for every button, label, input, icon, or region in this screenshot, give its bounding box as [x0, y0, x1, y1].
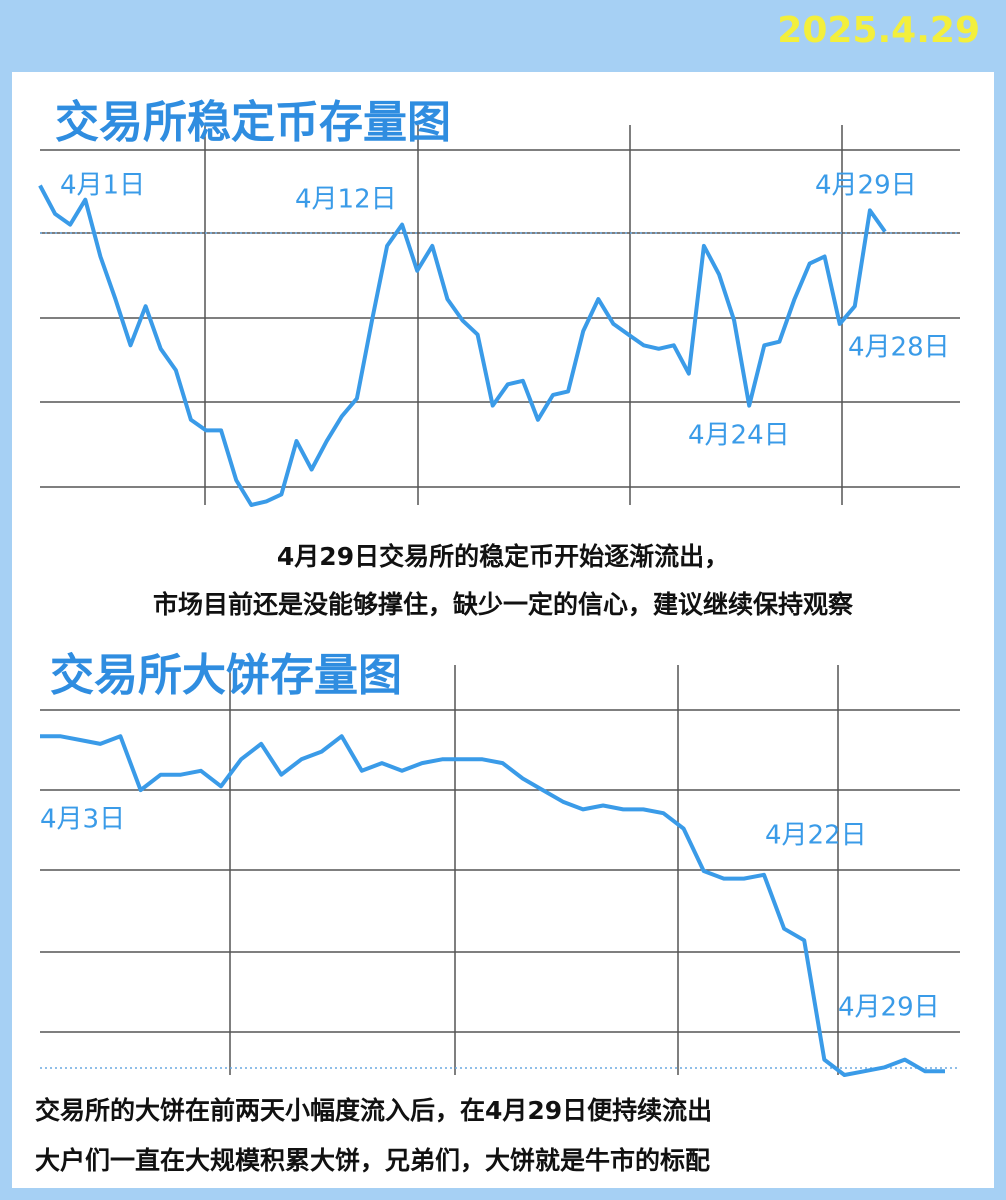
annotation: 4月3日: [40, 805, 125, 835]
caption: 市场目前还是没能够撑住，缺少一定的信心，建议继续保持观察: [153, 590, 854, 619]
annotation: 4月29日: [815, 171, 917, 201]
chart-title: 交易所大饼存量图: [50, 650, 402, 701]
caption: 大户们一直在大规模积累大饼，兄弟们，大饼就是牛市的标配: [35, 1146, 710, 1175]
annotation: 4月22日: [765, 821, 867, 851]
annotation: 4月1日: [60, 171, 145, 201]
annotation: 4月29日: [838, 993, 940, 1023]
annotation: 4月12日: [295, 185, 397, 215]
caption: 交易所的大饼在前两天小幅度流入后，在4月29日便持续流出: [35, 1096, 712, 1125]
chart-title: 交易所稳定币存量图: [55, 97, 451, 148]
annotation: 4月24日: [688, 421, 790, 451]
caption: 4月29日交易所的稳定币开始逐渐流出，: [277, 542, 729, 571]
data-line: [38, 184, 887, 507]
date: 2025.4.29: [777, 10, 980, 51]
panel: [12, 72, 994, 1188]
annotation: 4月28日: [848, 333, 950, 363]
data-line: [40, 734, 945, 1077]
